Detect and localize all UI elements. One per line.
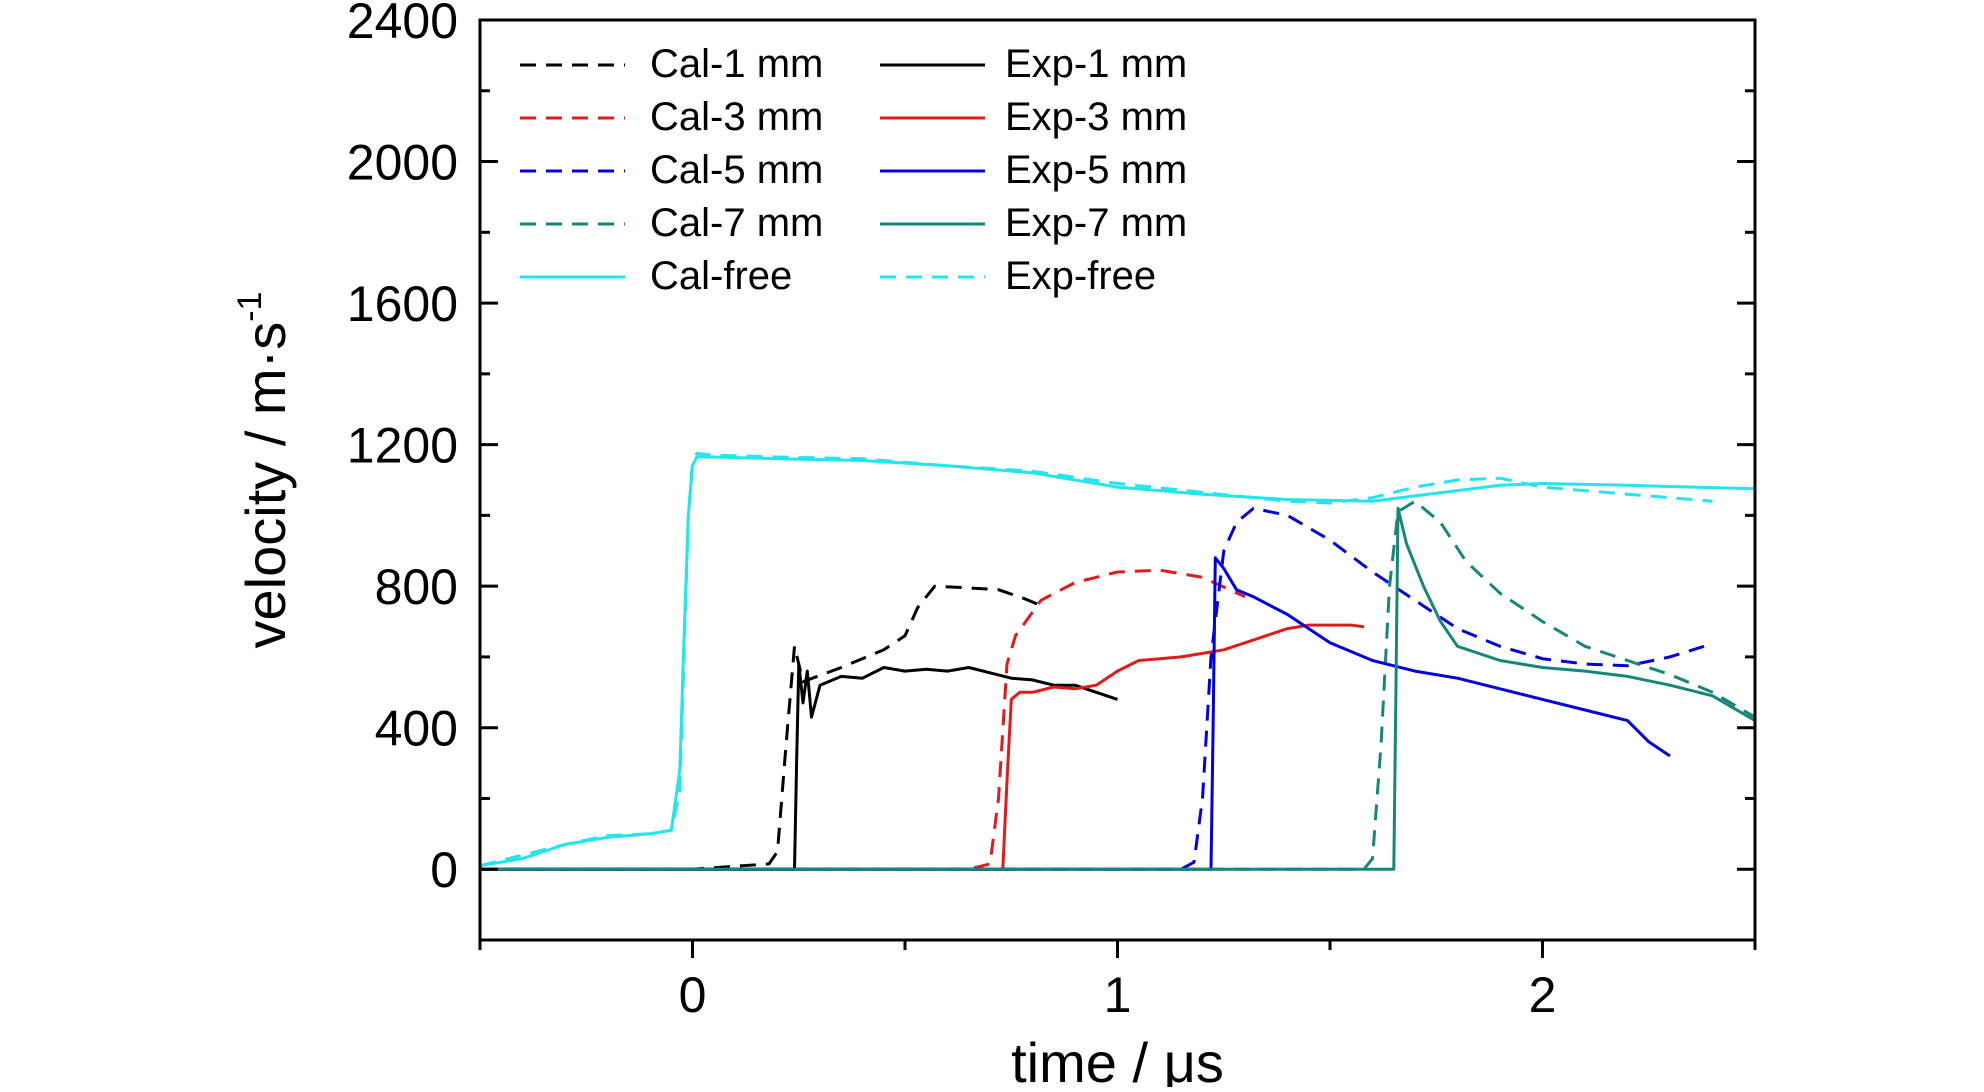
y-tick-label: 0	[430, 842, 458, 898]
series-line-8	[480, 506, 1755, 871]
y-tick-label: 1200	[347, 418, 458, 474]
series-line-6	[480, 623, 1365, 871]
legend-label: Cal-3 mm	[650, 95, 823, 139]
legend-label: Cal-5 mm	[650, 148, 823, 192]
x-tick-label: 2	[1529, 967, 1557, 1023]
series-layer	[480, 452, 1755, 871]
y-axis-title: velocity / m·s-1	[231, 292, 297, 649]
series-line-7	[480, 556, 1671, 871]
series-line-4	[480, 455, 1755, 868]
y-tick-label: 2400	[347, 0, 458, 49]
legend-label: Exp-1 mm	[1005, 42, 1187, 86]
series-line-2	[480, 506, 1705, 871]
series-line-5	[480, 662, 1118, 871]
legend-label: Exp-5 mm	[1005, 148, 1187, 192]
legend-label: Cal-free	[650, 254, 792, 298]
legend-label: Cal-1 mm	[650, 42, 823, 86]
y-tick-label: 400	[375, 701, 458, 757]
ticks-layer	[478, 18, 1757, 958]
legend: Cal-1 mm Cal-3 mm Cal-5 mm Cal-7 mm Cal-free…	[520, 42, 1187, 298]
series-line-0	[480, 584, 1042, 871]
y-tick-label: 1600	[347, 276, 458, 332]
tick-labels-layer: 0 400 800 1200 1600 2000 2400 0 1 2	[347, 0, 1557, 1023]
legend-label: Cal-7 mm	[650, 201, 823, 245]
x-axis-title: time / μs	[1011, 1031, 1224, 1087]
x-tick-label: 0	[679, 967, 707, 1023]
y-tick-label: 2000	[347, 135, 458, 191]
series-line-3	[480, 499, 1755, 871]
y-axis-title-superscript: -1	[231, 292, 269, 322]
series-line-9	[480, 452, 1713, 868]
legend-label: Exp-7 mm	[1005, 201, 1187, 245]
legend-label: Exp-3 mm	[1005, 95, 1187, 139]
y-axis-title-main: velocity / m·s	[234, 322, 297, 649]
legend-label: Exp-free	[1005, 254, 1156, 298]
y-tick-label: 800	[375, 559, 458, 615]
x-tick-label: 1	[1104, 967, 1132, 1023]
series-line-1	[480, 568, 1246, 871]
